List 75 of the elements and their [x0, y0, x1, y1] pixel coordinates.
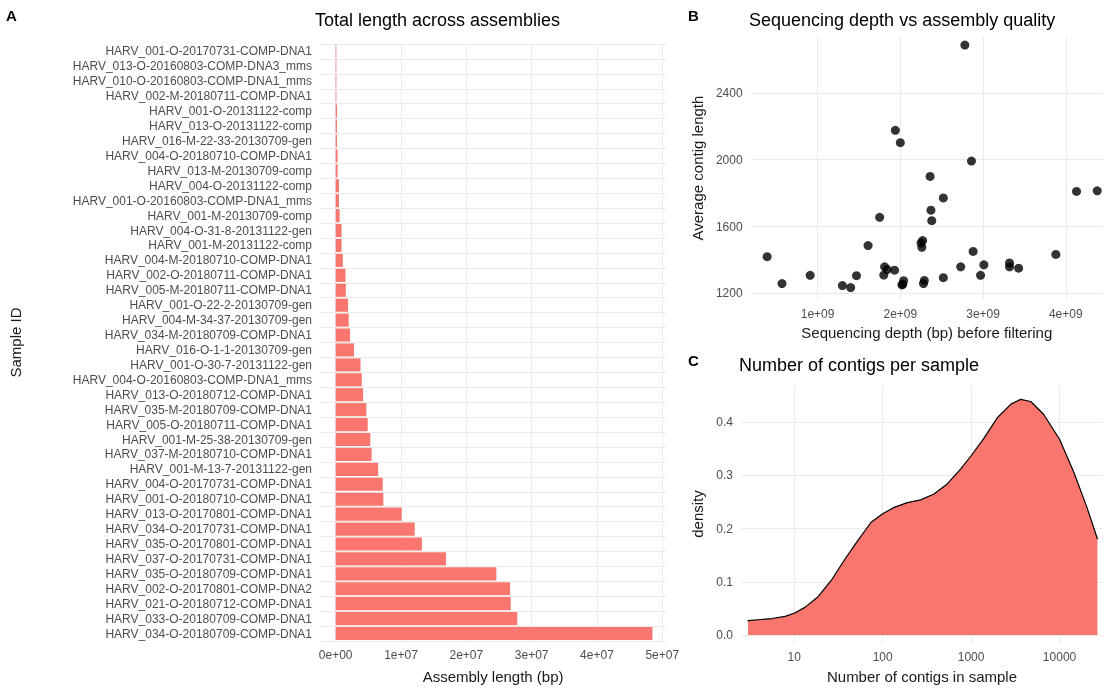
- y-tick-label: HARV_005-O-20180711-COMP-DNA1: [106, 417, 313, 432]
- x-tick-label: 3e+07: [514, 648, 549, 662]
- text: C: [688, 352, 699, 369]
- y-tick-label: HARV_005-M-20180711-COMP-DNA1: [105, 283, 313, 298]
- x-tick-label: 0e+00: [318, 648, 353, 662]
- y-tick-label: HARV_004-O-20180710-COMP-DNA1: [105, 148, 313, 163]
- y-tick-label: HARV_002-O-20180711-COMP-DNA1: [106, 268, 313, 283]
- y-tick-label: HARV_004-M-34-37-20130709-gen: [122, 313, 312, 328]
- x-tick-label: 2e+09: [883, 307, 918, 322]
- y-axis-title: Sample ID: [7, 307, 24, 378]
- y-tick-label: HARV_001-O-20170731-COMP-DNA1: [105, 44, 313, 59]
- chart-title: Sequencing depth vs assembly quality: [749, 10, 1056, 30]
- y-tick-label: HARV_034-M-20180709-COMP-DNA1: [104, 328, 313, 343]
- y-tick-label: HARV_001-O-22-2-20130709-gen: [129, 298, 312, 313]
- x-tick-label: 10000: [1042, 650, 1077, 664]
- x-tick-label: 2e+07: [449, 648, 484, 662]
- y-tick-label: HARV_013-O-20160803-COMP-DNA3_mms: [72, 59, 312, 74]
- y-tick-label: 0.0: [716, 628, 734, 643]
- y-axis-title: density: [689, 489, 706, 538]
- y-tick-label: HARV_001-M-13-7-20131122-gen: [129, 462, 312, 477]
- y-tick-label: HARV_034-O-20180709-COMP-DNA1: [105, 626, 313, 641]
- y-axis-title: Average contig length: [689, 95, 706, 241]
- x-tick-label: 10: [787, 650, 802, 664]
- y-tick-label: HARV_013-O-20170801-COMP-DNA1: [105, 507, 313, 522]
- y-tick-label: HARV_004-M-20180710-COMP-DNA1: [104, 253, 313, 268]
- x-tick-label: 1e+09: [800, 307, 835, 322]
- y-tick-label: HARV_021-O-20180712-COMP-DNA1: [105, 596, 313, 611]
- y-tick-label: HARV_001-M-20131122-comp: [148, 238, 313, 253]
- chart-title: Total length across assemblies: [315, 10, 561, 30]
- y-tick-label: HARV_004-O-20170731-COMP-DNA1: [105, 477, 313, 492]
- y-tick-label: HARV_035-M-20180709-COMP-DNA1: [104, 402, 313, 417]
- y-tick-label: HARV_004-O-20131122-comp: [149, 178, 313, 193]
- y-tick-label: 0.3: [716, 468, 734, 483]
- text: A: [6, 7, 17, 24]
- y-tick-label: HARV_035-O-20180709-COMP-DNA1: [105, 566, 313, 581]
- y-tick-label: HARV_016-O-1-1-20130709-gen: [136, 342, 312, 357]
- y-tick-label: HARV_004-O-20160803-COMP-DNA1_mms: [72, 372, 312, 387]
- x-axis-title: Number of contigs in sample: [826, 668, 1018, 685]
- y-tick-label: HARV_035-O-20170801-COMP-DNA1: [105, 536, 313, 551]
- y-tick-label: HARV_001-O-20160803-COMP-DNA1_mms: [72, 193, 312, 208]
- x-tick-label: 1e+07: [384, 648, 419, 662]
- chart-title: Number of contigs per sample: [739, 355, 980, 375]
- y-tick-label: HARV_001-M-25-38-20130709-gen: [122, 432, 312, 447]
- y-tick-label: HARV_002-O-20170801-COMP-DNA2: [105, 581, 313, 596]
- x-tick-label: 5e+07: [645, 648, 680, 662]
- y-tick-label: HARV_013-M-20130709-comp: [147, 163, 313, 178]
- y-tick-label: HARV_033-O-20180709-COMP-DNA1: [105, 611, 313, 626]
- y-tick-label: HARV_001-O-20131122-comp: [149, 104, 313, 119]
- y-tick-label: HARV_037-O-20170731-COMP-DNA1: [105, 551, 313, 566]
- x-axis-title: Sequencing depth (bp) before filtering: [801, 324, 1053, 341]
- x-tick-label: 1000: [957, 650, 985, 664]
- y-tick-label: HARV_016-M-22-33-20130709-gen: [122, 134, 312, 149]
- x-axis-title: Assembly length (bp): [422, 668, 564, 685]
- y-tick-label: 0.2: [716, 521, 734, 536]
- y-tick-label: 1200: [715, 286, 743, 301]
- y-tick-label: HARV_037-M-20180710-COMP-DNA1: [104, 447, 313, 462]
- y-tick-label: 2400: [715, 85, 743, 100]
- x-tick-label: 100: [872, 650, 894, 664]
- text: B: [688, 7, 699, 24]
- y-tick-label: 0.4: [716, 415, 734, 430]
- y-tick-label: HARV_013-O-20180712-COMP-DNA1: [105, 387, 313, 402]
- y-tick-label: HARV_001-M-20130709-comp: [147, 208, 313, 223]
- y-tick-label: HARV_034-O-20170731-COMP-DNA1: [105, 522, 313, 537]
- y-tick-label: HARV_001-O-20180710-COMP-DNA1: [105, 492, 313, 507]
- x-tick-label: 4e+09: [1048, 307, 1083, 322]
- y-tick-label: HARV_013-O-20131122-comp: [149, 119, 313, 134]
- y-tick-label: 1600: [715, 219, 743, 234]
- y-tick-label: HARV_004-O-31-8-20131122-gen: [130, 223, 312, 238]
- y-tick-label: HARV_001-O-30-7-20131122-gen: [130, 357, 312, 372]
- x-tick-label: 3e+09: [966, 307, 1001, 322]
- y-tick-label: HARV_010-O-20160803-COMP-DNA1_mms: [72, 74, 312, 89]
- x-tick-label: 4e+07: [580, 648, 615, 662]
- y-tick-label: 0.1: [716, 574, 734, 589]
- y-tick-label: HARV_002-M-20180711-COMP-DNA1: [105, 89, 313, 104]
- y-tick-label: 2000: [715, 152, 743, 167]
